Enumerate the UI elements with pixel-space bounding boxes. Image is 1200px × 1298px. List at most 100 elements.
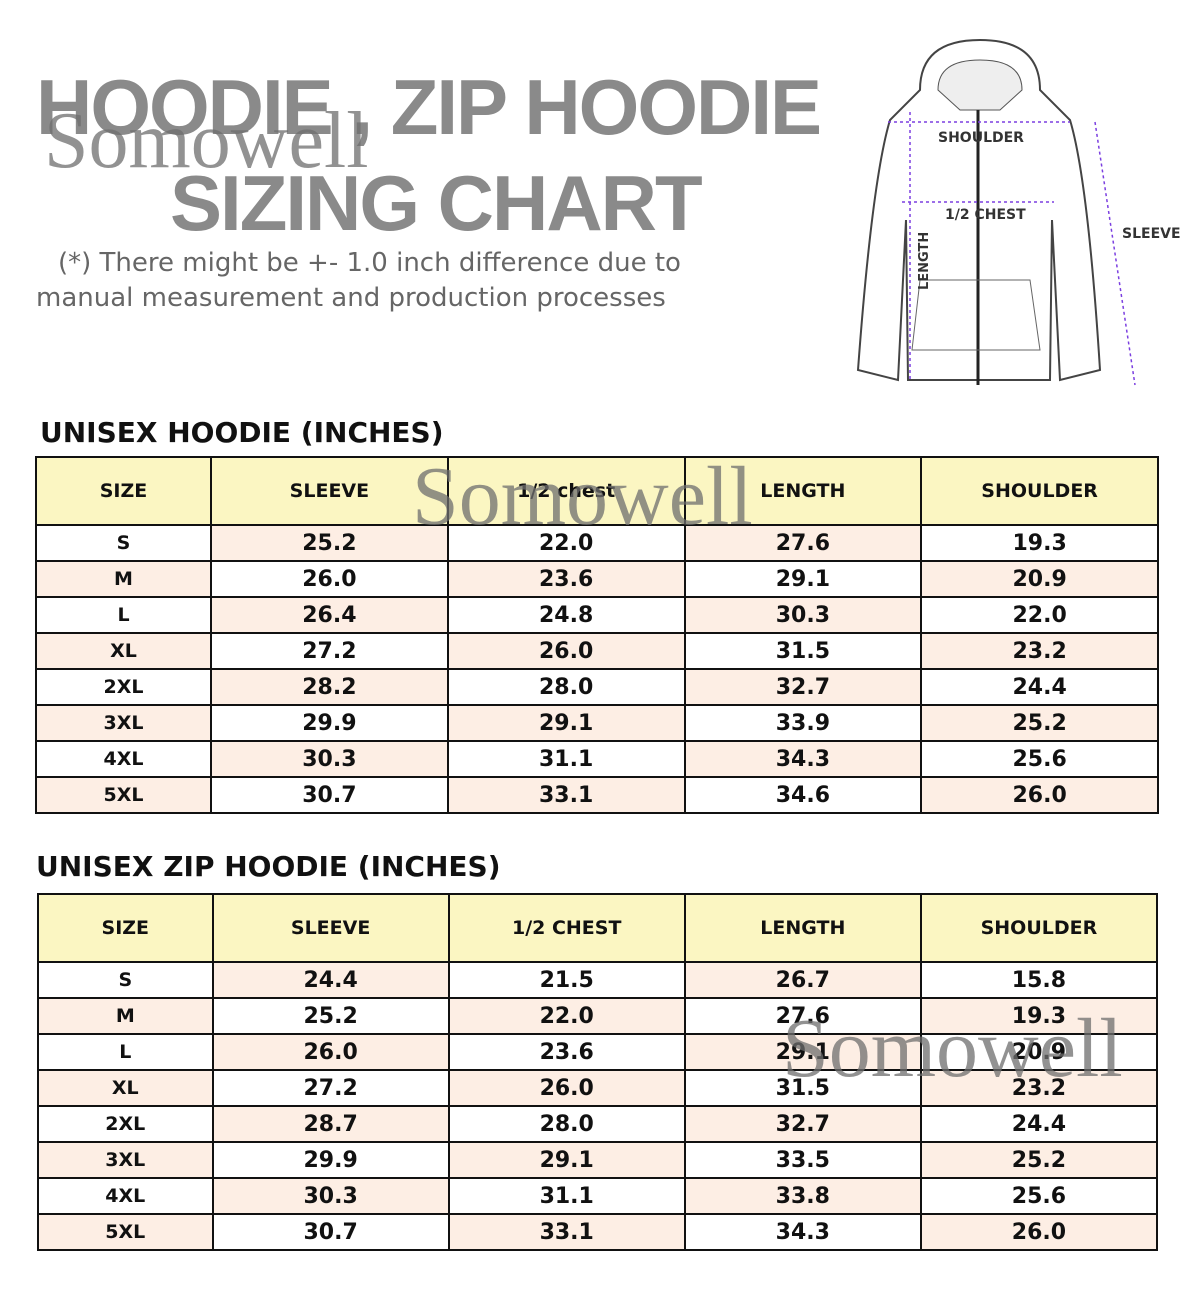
note-line-1: (*) There might be +- 1.0 inch differenc… (58, 248, 681, 278)
measurement-cell: 26.0 (920, 776, 1159, 814)
measurement-cell: 32.7 (683, 1105, 922, 1143)
measurement-cell: 31.5 (683, 632, 923, 670)
measurement-cell: 25.2 (919, 1141, 1159, 1179)
measurement-cell: 28.0 (447, 1105, 686, 1143)
measurement-cell: 29.1 (683, 560, 923, 598)
measurement-cell: 25.6 (919, 1177, 1159, 1215)
column-header: LENGTH (683, 456, 923, 526)
size-cell: 3XL (34, 704, 213, 742)
note-line-2: manual measurement and production proces… (36, 283, 666, 313)
measurement-cell: 26.0 (446, 632, 686, 670)
measurement-cell: 15.8 (919, 961, 1159, 999)
measurement-cell: 20.9 (919, 1033, 1159, 1071)
size-cell: M (37, 997, 214, 1035)
watermark-logo: Somowell (44, 97, 369, 185)
table-row: 3XL 29.9 29.1 33.5 25.2 (37, 1141, 1159, 1179)
size-cell: 5XL (34, 776, 213, 814)
table-row: M 25.2 22.0 27.6 19.3 (37, 997, 1159, 1035)
column-header: SHOULDER (920, 456, 1159, 526)
measurement-cell: 28.7 (211, 1105, 450, 1143)
size-cell: S (34, 524, 213, 562)
size-cell: 3XL (37, 1141, 214, 1179)
measurement-cell: 19.3 (919, 997, 1159, 1035)
size-cell: 4XL (37, 1177, 214, 1215)
measurement-cell: 34.3 (683, 1213, 922, 1251)
table-row: 2XL 28.2 28.0 32.7 24.4 (34, 668, 1159, 706)
title-line-1: HOODIE , ZIP HOODIE (36, 63, 822, 151)
column-header: 1/2 chest (446, 456, 686, 526)
column-header: SLEEVE (210, 456, 449, 526)
table-row: S 24.4 21.5 26.7 15.8 (37, 961, 1159, 999)
table-row: 3XL 29.9 29.1 33.9 25.2 (34, 704, 1159, 742)
hoodie-diagram: SHOULDER 1/2 CHEST LENGTH SLEEVE (856, 38, 1181, 386)
measurement-cell: 26.4 (210, 596, 449, 634)
measurement-cell: 23.6 (447, 1033, 686, 1071)
hoodie-table-title: UNISEX HOODIE (INCHES) (40, 416, 444, 449)
size-cell: 4XL (34, 740, 213, 778)
measurement-cell: 22.0 (446, 524, 686, 562)
measurement-cell: 34.6 (683, 776, 923, 814)
measurement-cell: 19.3 (920, 524, 1159, 562)
measurement-cell: 22.0 (920, 596, 1159, 634)
measurement-cell: 33.9 (683, 704, 923, 742)
measurement-cell: 31.1 (446, 740, 686, 778)
column-header: SLEEVE (211, 893, 450, 963)
measurement-cell: 29.1 (446, 704, 686, 742)
measurement-cell: 21.5 (447, 961, 686, 999)
size-cell: XL (34, 632, 213, 670)
measurement-cell: 28.2 (210, 668, 449, 706)
measurement-cell: 24.4 (919, 1105, 1159, 1143)
table-row: 5XL 30.7 33.1 34.6 26.0 (34, 776, 1159, 814)
column-header: 1/2 CHEST (447, 893, 686, 963)
measurement-cell: 30.7 (211, 1213, 450, 1251)
measurement-cell: 33.5 (683, 1141, 922, 1179)
size-cell: 5XL (37, 1213, 214, 1251)
sleeve-label: SLEEVE (1122, 226, 1181, 242)
measurement-cell: 25.6 (920, 740, 1159, 778)
column-header: SIZE (34, 456, 213, 526)
measurement-cell: 27.6 (683, 997, 922, 1035)
measurement-cell: 24.4 (211, 961, 450, 999)
measurement-cell: 27.2 (210, 632, 449, 670)
table-row: S 25.2 22.0 27.6 19.3 (34, 524, 1159, 562)
measurement-cell: 25.2 (210, 524, 449, 562)
measurement-cell: 30.3 (683, 596, 923, 634)
table-row: XL 27.2 26.0 31.5 23.2 (34, 632, 1159, 670)
measurement-cell: 29.1 (683, 1033, 922, 1071)
shoulder-label: SHOULDER (938, 130, 1024, 146)
size-cell: S (37, 961, 214, 999)
measurement-cell: 26.0 (211, 1033, 450, 1071)
table-row: 2XL 28.7 28.0 32.7 24.4 (37, 1105, 1159, 1143)
measurement-cell: 30.3 (211, 1177, 450, 1215)
measurement-cell: 32.7 (683, 668, 923, 706)
zip-hoodie-table-title: UNISEX ZIP HOODIE (INCHES) (36, 850, 501, 883)
measurement-cell: 29.9 (211, 1141, 450, 1179)
measurement-cell: 27.2 (211, 1069, 450, 1107)
measurement-cell: 26.0 (447, 1069, 686, 1107)
column-header: SHOULDER (919, 893, 1159, 963)
measurement-cell: 26.0 (919, 1213, 1159, 1251)
measurement-cell: 34.3 (683, 740, 923, 778)
measurement-cell: 26.7 (683, 961, 922, 999)
column-header: SIZE (37, 893, 214, 963)
measurement-cell: 31.1 (447, 1177, 686, 1215)
header-row: SIZE SLEEVE 1/2 CHEST LENGTH SHOULDER (37, 893, 1159, 963)
measurement-cell: 33.8 (683, 1177, 922, 1215)
column-header: LENGTH (683, 893, 922, 963)
measurement-cell: 20.9 (920, 560, 1159, 598)
size-cell: L (37, 1033, 214, 1071)
table-row: 4XL 30.3 31.1 33.8 25.6 (37, 1177, 1159, 1215)
zip-hoodie-size-table: SIZE SLEEVE 1/2 CHEST LENGTH SHOULDER S 24.4 21… (37, 893, 1159, 1251)
size-cell: L (34, 596, 213, 634)
header-row: SIZE SLEEVE 1/2 chest LENGTH SHOULDER (34, 456, 1159, 526)
measurement-cell: 29.9 (210, 704, 449, 742)
measurement-cell: 24.8 (446, 596, 686, 634)
measurement-cell: 25.2 (211, 997, 450, 1035)
title-line-2: SIZING CHART (170, 159, 703, 247)
chest-label: 1/2 CHEST (945, 207, 1026, 223)
measurement-cell: 33.1 (446, 776, 686, 814)
disclaimer-note: (*) There might be +- 1.0 inch differenc… (36, 246, 681, 316)
table-row: L 26.4 24.8 30.3 22.0 (34, 596, 1159, 634)
measurement-cell: 30.3 (210, 740, 449, 778)
size-cell: M (34, 560, 213, 598)
